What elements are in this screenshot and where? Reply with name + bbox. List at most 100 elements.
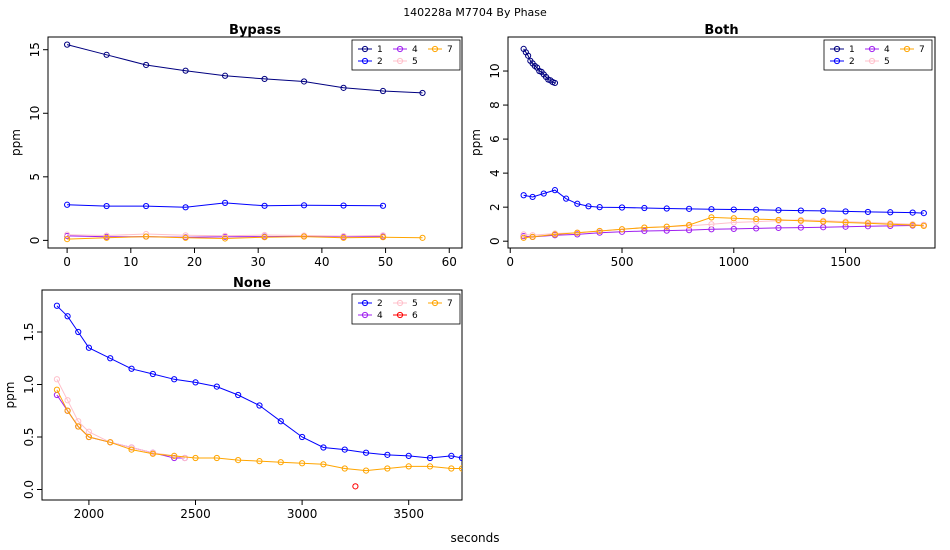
data-point-7 [103,234,110,241]
data-point-2 [213,383,220,390]
data-point-1 [142,61,150,69]
data-point-2 [585,203,592,210]
data-point-7 [920,222,927,229]
data-point-7 [529,233,536,241]
data-point-7 [379,234,387,241]
data-point-1 [525,52,532,59]
series-group [53,302,462,490]
data-point-2 [551,187,559,194]
legend-label: 7 [919,45,925,55]
x-tick-label: 0 [506,255,514,269]
data-point-4 [641,227,648,235]
data-point-7 [340,234,347,241]
data-point-2 [842,208,849,215]
data-point-7 [192,454,199,462]
x-tick-label: 50 [378,255,393,269]
data-point-2 [53,302,61,309]
data-point-7 [182,234,189,241]
series-line-4 [523,224,924,238]
data-point-1 [379,87,387,95]
panel-title: Both [704,23,738,38]
data-point-4 [797,224,804,231]
data-point-7 [708,214,715,221]
x-tick-label: 10 [123,255,138,269]
series-line-2 [56,305,462,459]
data-point-7 [574,229,581,236]
data-point-2 [192,379,199,386]
data-point-5 [730,219,737,226]
data-point-7 [618,226,626,233]
data-point-2 [64,313,71,320]
data-point-2 [641,204,648,212]
data-point-7 [75,423,82,430]
data-point-7 [797,217,804,224]
legend-label: 4 [377,311,383,321]
legend-swatch-marker [868,45,876,53]
data-point-2 [685,205,693,212]
legend-swatch-marker [361,299,369,307]
plot-frame [47,36,463,249]
data-point-7 [820,218,827,225]
data-point-7 [128,446,135,453]
y-tick-label: 10 [28,106,42,121]
data-point-2 [85,344,93,351]
data-point-7 [64,407,71,414]
data-point-1 [103,51,110,58]
data-point-5 [53,376,61,383]
legend-label: 5 [412,299,418,309]
data-point-2 [775,207,782,214]
panel-title: Bypass [229,23,281,38]
data-point-7 [300,233,308,240]
data-point-2 [182,204,189,211]
x-tick-label: 3000 [287,507,318,521]
data-point-2 [596,204,603,211]
data-point-7 [235,457,242,464]
data-point-7 [685,221,693,229]
data-point-2 [149,370,156,378]
data-point-7 [551,231,559,238]
series-group [64,41,426,243]
data-point-7 [426,463,434,470]
data-point-7 [107,439,114,446]
data-point-7 [909,221,916,229]
data-point-2 [341,446,348,453]
data-point-1 [551,79,559,87]
data-point-2 [75,328,82,336]
data-point-7 [299,460,306,467]
data-point-2 [663,205,670,212]
legend-box [351,39,461,71]
data-point-7 [887,221,894,228]
legend-swatch-marker [833,45,841,53]
data-point-6 [352,483,359,490]
legend-swatch-marker [833,57,841,65]
legend-box [823,39,933,71]
data-point-2 [379,202,387,209]
x-tick-label: 0 [63,255,71,269]
data-point-7 [842,219,849,226]
legend-swatch-marker [396,57,404,65]
series-line-7 [523,216,924,239]
data-point-7 [53,386,61,393]
x-tick-label: 2000 [74,507,105,521]
series-line-7 [56,389,462,472]
y-tick-label: 10 [488,63,502,78]
data-point-7 [320,461,327,468]
data-point-2 [458,454,462,462]
series-line-2 [67,202,384,208]
x-tick-label: 60 [442,255,457,269]
data-point-2 [362,449,370,456]
plot-frame [507,36,936,249]
data-point-7 [520,234,527,241]
data-point-7 [171,452,178,459]
y-tick-label: 2 [488,203,502,211]
data-point-7 [448,465,455,472]
legend-swatch-marker [868,57,876,65]
data-point-2 [708,206,715,213]
data-point-7 [149,450,156,457]
legend-label: 2 [377,299,383,309]
data-point-7 [596,227,603,235]
data-point-2 [107,355,114,362]
data-point-4 [596,229,603,236]
data-point-7 [64,236,71,243]
data-point-2 [864,208,872,216]
